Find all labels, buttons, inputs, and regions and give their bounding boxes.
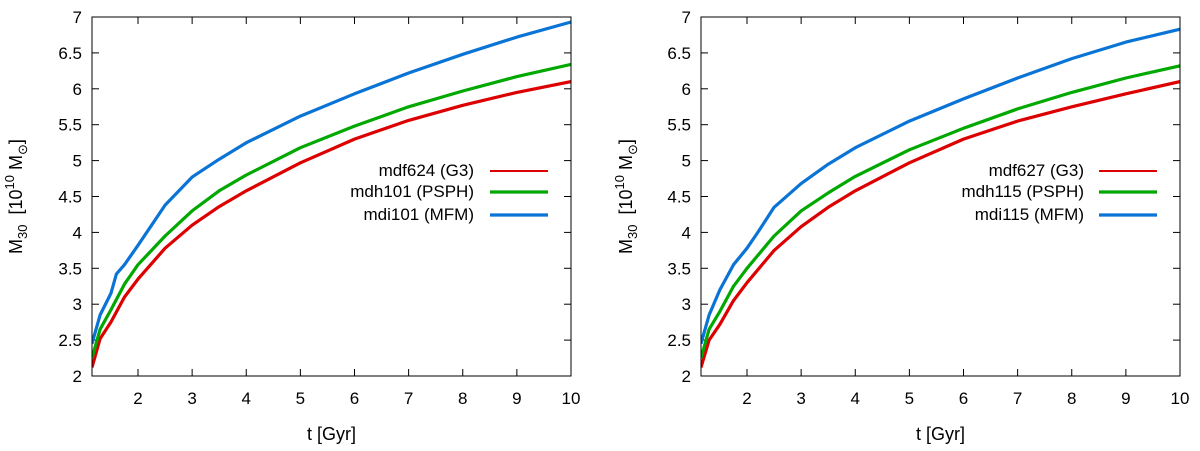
y-label-unit-exp: 10 (612, 175, 627, 189)
x-axis-label: t [Gyr] (307, 424, 356, 444)
y-tick-label: 5 (73, 152, 82, 171)
x-tick-label: 8 (1067, 389, 1076, 408)
y-tick-label: 5.5 (667, 116, 691, 135)
x-tick-label: 4 (851, 389, 860, 408)
x-axis-label: t [Gyr] (916, 424, 965, 444)
chart-panel-2: 22.533.544.555.566.572 3 4 5 6 7 8 9 10t [Gyr]M3… (612, 8, 1189, 444)
y-tick-label: 2 (73, 367, 82, 386)
legend-label-2: mdh101 (PSPH) (350, 182, 474, 201)
y-label-sub: 30 (15, 224, 30, 238)
y-tick-label: 2.5 (667, 331, 691, 350)
x-tick-label: 4 (242, 389, 251, 408)
y-tick-label: 3.5 (58, 259, 82, 278)
y-label-base: M (6, 239, 26, 254)
y-tick-label: 2.5 (58, 331, 82, 350)
y-tick-label: 4 (682, 223, 691, 242)
legend-label-2: mdh115 (PSPH) (961, 182, 1084, 201)
y-label-base: M (616, 239, 636, 254)
legend-label-3: mdi115 (MFM) (975, 205, 1084, 224)
x-tick-label: 8 (458, 389, 467, 408)
y-tick-label: 6.5 (667, 44, 691, 63)
x-tick-label: 3 (796, 389, 805, 408)
y-tick-label: 6 (682, 80, 691, 99)
x-tick-label: 6 (350, 389, 359, 408)
x-tick-label: 9 (1121, 389, 1130, 408)
y-tick-label: 3.5 (667, 259, 691, 278)
y-tick-label: 5.5 (58, 116, 82, 135)
y-tick-label: 4.5 (58, 188, 82, 207)
legend-label-3: mdi101 (MFM) (363, 205, 474, 224)
y-axis-label: M30[1010 M⊙] (2, 139, 30, 254)
x-tick-label: 10 (562, 389, 581, 408)
legend-label-1: mdf627 (G3) (989, 161, 1084, 180)
series-line-3 (92, 20, 571, 345)
plot-frame (700, 16, 1181, 377)
x-tick-label: 6 (959, 389, 968, 408)
x-tick-label: 2 (133, 389, 142, 408)
series-line-3 (701, 27, 1180, 345)
y-tick-label: 2 (682, 367, 691, 386)
y-label-unit-prefix: [10 (6, 189, 26, 214)
plot-frame (91, 16, 572, 377)
x-tick-label: 7 (1013, 389, 1022, 408)
y-label-unit-exp: 10 (2, 175, 17, 189)
y-label-unit-prefix: [10 (616, 189, 636, 214)
x-tick-label: 10 (1171, 389, 1190, 408)
y-tick-label: 7 (682, 8, 691, 27)
x-tick-label: 2 (742, 389, 751, 408)
y-tick-label: 3 (682, 295, 691, 314)
y-label-unit-suffix: ] (6, 139, 26, 144)
legend-label-1: mdf624 (G3) (379, 161, 474, 180)
series-line-2 (701, 64, 1180, 359)
series-line-2 (92, 62, 571, 359)
y-label-unit-sub: ⊙ (15, 144, 30, 155)
series-line-1 (701, 80, 1180, 368)
y-label-unit-suffix: ] (616, 139, 636, 144)
y-tick-label: 5 (682, 152, 691, 171)
y-tick-label: 6.5 (58, 44, 82, 63)
y-tick-label: 4.5 (667, 188, 691, 207)
y-tick-label: 7 (73, 8, 82, 27)
x-tick-label: 5 (905, 389, 914, 408)
x-tick-label: 9 (512, 389, 521, 408)
y-tick-label: 4 (73, 223, 82, 242)
y-axis-label: M30[1010 M⊙] (612, 139, 640, 254)
chart-panel-1: 22.533.544.555.566.572 3 4 5 6 7 8 9 10t [Gyr]M3… (2, 8, 580, 444)
x-tick-label: 3 (187, 389, 196, 408)
y-label-unit-sub: ⊙ (625, 144, 640, 155)
x-tick-label: 7 (404, 389, 413, 408)
series-line-1 (92, 80, 571, 368)
y-label-sub: 30 (625, 224, 640, 238)
y-label-unit-mid: M (6, 155, 26, 175)
y-tick-label: 6 (73, 80, 82, 99)
x-tick-label: 5 (296, 389, 305, 408)
y-label-unit-mid: M (616, 155, 636, 175)
y-tick-label: 3 (73, 295, 82, 314)
